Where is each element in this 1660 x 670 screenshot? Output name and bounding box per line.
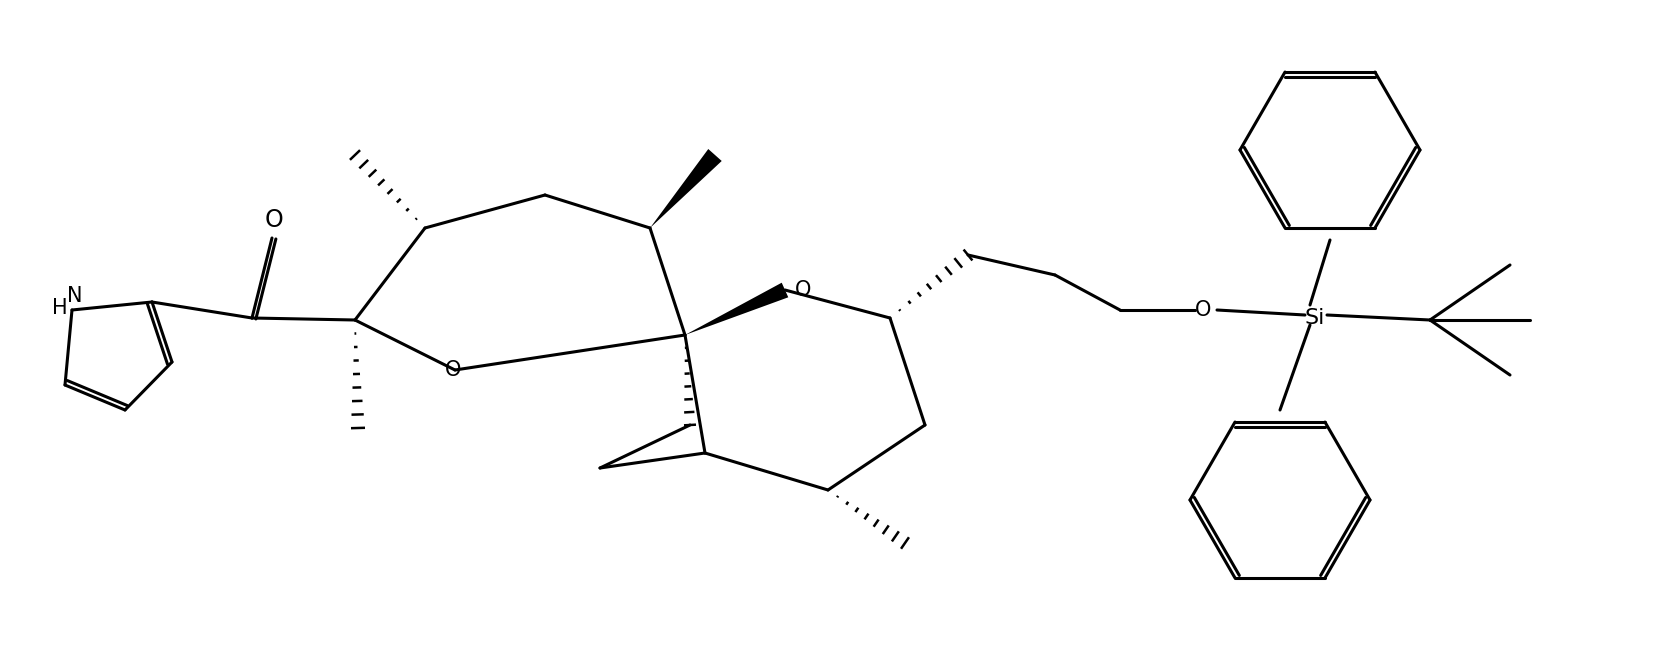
Text: N: N (68, 286, 83, 306)
Text: O: O (795, 280, 812, 300)
Text: O: O (1195, 300, 1212, 320)
Polygon shape (651, 149, 722, 228)
Text: O: O (264, 208, 284, 232)
Text: O: O (445, 360, 461, 380)
Polygon shape (686, 283, 788, 335)
Text: Si: Si (1305, 308, 1325, 328)
Text: H: H (51, 298, 68, 318)
